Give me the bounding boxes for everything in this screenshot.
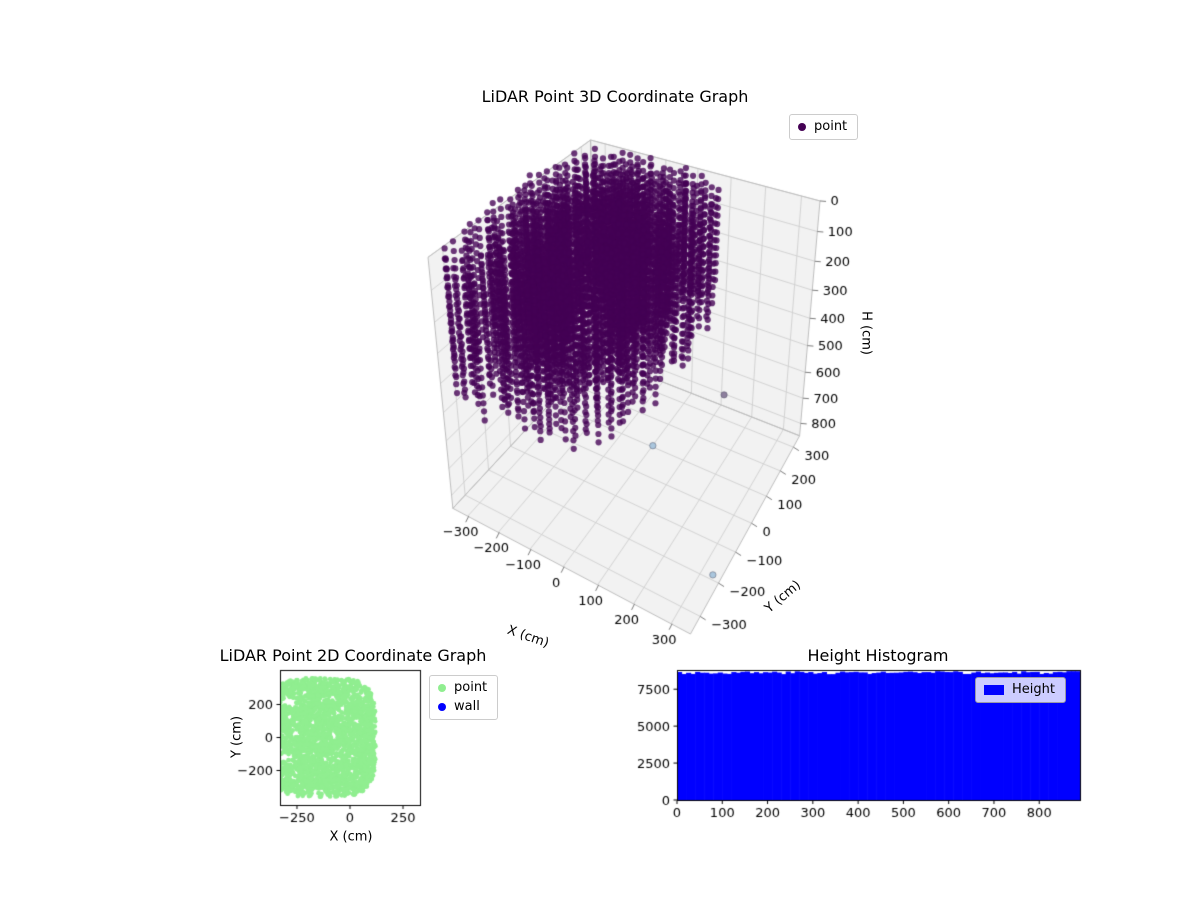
scatter2d-xaxis-label: X (cm): [329, 829, 373, 845]
point-marker-icon: [438, 684, 446, 692]
scatter2d-yaxis-label: Y (cm): [229, 715, 245, 759]
histogram-legend: Height: [975, 677, 1066, 703]
scatter2d-plot-canvas: [190, 640, 470, 870]
scatter3d-legend: point: [789, 114, 859, 140]
scatter3d-title: LiDAR Point 3D Coordinate Graph: [481, 87, 749, 106]
legend-label-point-3d: point: [814, 119, 848, 134]
histogram-plot-canvas: [630, 640, 1140, 870]
scatter2d-legend: point wall: [429, 675, 499, 720]
scatter2d-title: LiDAR Point 2D Coordinate Graph: [219, 646, 487, 665]
legend-label-height: Height: [1012, 682, 1055, 697]
wall-marker-icon: [438, 703, 446, 711]
legend-label-point-2d: point: [454, 680, 488, 695]
legend-label-wall-2d: wall: [454, 699, 480, 714]
legend-entry-wall-2d: wall: [438, 699, 487, 715]
legend-entry-point-2d: point: [438, 680, 487, 696]
height-patch-icon: [984, 685, 1004, 695]
legend-entry-height: Height: [984, 682, 1055, 698]
scatter3d-zaxis-label: H (cm): [858, 311, 874, 355]
legend-entry-point-3d: point: [798, 119, 847, 135]
point-marker-icon: [798, 123, 806, 131]
scatter3d-plot-canvas: [370, 95, 900, 680]
histogram-title: Height Histogram: [807, 646, 949, 665]
